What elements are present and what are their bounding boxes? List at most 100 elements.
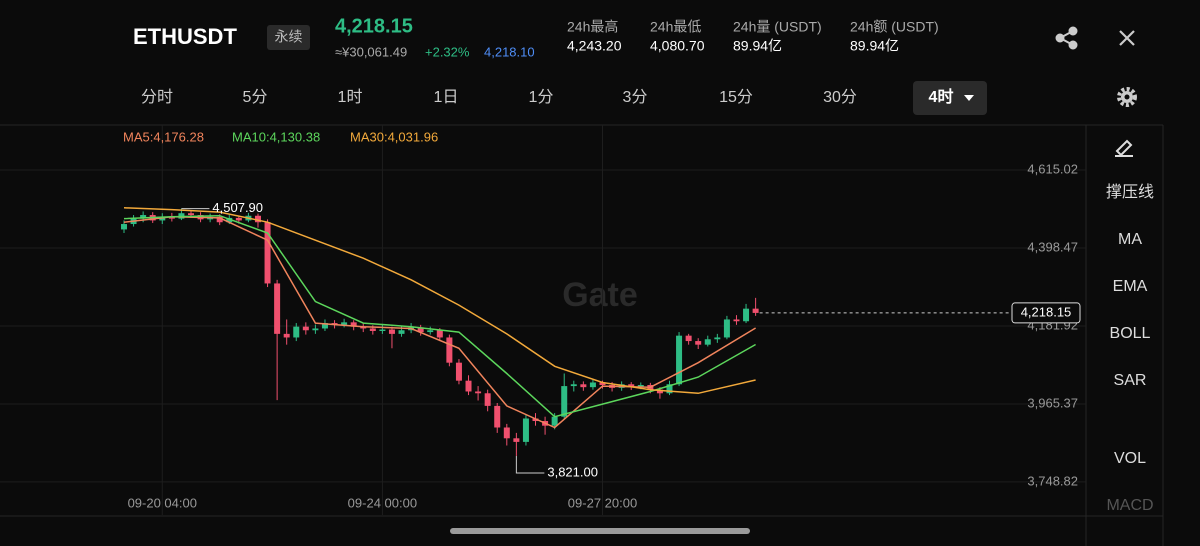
candle-body xyxy=(465,380,472,392)
active-tab[interactable]: 4时 xyxy=(929,88,954,106)
active-tab-bg[interactable] xyxy=(913,81,987,115)
candle-body xyxy=(226,217,233,223)
interval-tab[interactable]: 1日 xyxy=(434,89,459,106)
candle-body xyxy=(743,308,750,322)
candle-body xyxy=(369,328,376,331)
cny-price: ≈¥30,061.49 xyxy=(335,44,407,59)
ma-line xyxy=(123,216,756,429)
candle-body xyxy=(360,326,367,329)
candle-body xyxy=(522,418,529,442)
candle-body xyxy=(513,438,520,442)
x-tick-label: 09-27 20:00 xyxy=(568,495,637,510)
candle-body xyxy=(580,384,587,388)
indicator-button[interactable]: 撑压线 xyxy=(1106,183,1154,201)
candle-body xyxy=(293,326,300,338)
y-tick-label: 3,965.37 xyxy=(1027,395,1078,410)
interval-tab[interactable]: 分时 xyxy=(141,88,173,106)
extreme-label: 3,821.00 xyxy=(547,464,598,479)
candle-body xyxy=(628,384,635,388)
candle-body xyxy=(427,330,434,333)
y-tick-label: 3,748.82 xyxy=(1027,473,1078,488)
candle-body xyxy=(436,330,443,338)
symbol[interactable]: ETHUSDT xyxy=(133,24,237,49)
candle-body xyxy=(752,308,759,313)
indicator-button[interactable]: EMA xyxy=(1113,278,1148,295)
candle-body xyxy=(283,333,290,338)
candle-body xyxy=(599,382,606,385)
contract-badge xyxy=(267,25,310,50)
candle-body xyxy=(417,327,424,333)
candle-body xyxy=(561,386,568,417)
close-icon[interactable] xyxy=(1119,30,1135,46)
candle-body xyxy=(551,416,558,426)
indicator-button[interactable]: VOL xyxy=(1114,450,1146,467)
interval-tab[interactable]: 30分 xyxy=(823,88,857,106)
candle-body xyxy=(216,216,223,223)
interval-tab[interactable]: 1时 xyxy=(338,88,363,106)
candle-body xyxy=(341,322,348,325)
candle-body xyxy=(723,319,730,338)
settings-icon[interactable] xyxy=(1117,87,1137,107)
candle-body xyxy=(494,405,501,428)
legend-entry: MA5:4,176.28 xyxy=(123,129,204,144)
legend-entry: MA30:4,031.96 xyxy=(350,129,438,144)
watermark: Gate xyxy=(562,276,638,314)
candle-body xyxy=(302,326,309,331)
stat-value: 4,080.70 xyxy=(650,38,705,54)
extreme-label: 4,507.90 xyxy=(212,200,263,215)
contract: 永续 xyxy=(275,29,303,45)
candle-body xyxy=(446,337,453,363)
candle-body xyxy=(570,384,577,387)
candle-body xyxy=(637,385,644,388)
candle-body xyxy=(475,391,482,394)
interval-tab[interactable]: 15分 xyxy=(719,88,753,106)
stat-value: 89.94亿 xyxy=(733,38,782,54)
indicator-button[interactable]: MACD xyxy=(1106,497,1153,514)
candle-body xyxy=(350,322,357,327)
candle-body xyxy=(455,362,462,381)
indicator-button[interactable]: SAR xyxy=(1114,372,1147,389)
y-tick-label: 4,615.02 xyxy=(1027,161,1078,176)
indicator-button[interactable]: MA xyxy=(1118,231,1142,248)
x-tick-label: 09-20 04:00 xyxy=(128,495,197,510)
indicator-button[interactable]: BOLL xyxy=(1110,325,1151,342)
candle-body xyxy=(714,337,721,340)
candle-body xyxy=(503,427,510,439)
share-icon[interactable] xyxy=(1055,26,1078,50)
interval-tab[interactable]: 1分 xyxy=(529,88,554,106)
candle-body xyxy=(532,418,539,422)
candle-body xyxy=(264,222,271,284)
candle-body xyxy=(140,215,147,219)
draw-tool-icon[interactable] xyxy=(1115,139,1133,157)
candle-body xyxy=(168,216,175,219)
candle-body xyxy=(321,323,328,329)
candle-body xyxy=(254,215,261,223)
last-price-tag xyxy=(1011,302,1081,324)
candle-body xyxy=(666,384,673,394)
stat-label: 24h额 (USDT) xyxy=(850,19,939,35)
stat-value: 4,243.20 xyxy=(567,38,622,54)
candle-body xyxy=(704,339,711,345)
y-tick-label: 4,398.47 xyxy=(1027,239,1078,254)
interval-tab[interactable]: 5分 xyxy=(243,88,268,106)
ma-line xyxy=(123,214,756,418)
stat-label: 24h量 (USDT) xyxy=(733,19,822,35)
x-tick-label: 09-24 00:00 xyxy=(348,495,417,510)
change: +2.32% xyxy=(425,44,470,59)
candle-body xyxy=(685,335,692,342)
interval-tab[interactable]: 3分 xyxy=(623,88,648,106)
price: 4,218.15 xyxy=(335,15,413,37)
candle-body xyxy=(121,224,127,230)
candle-body xyxy=(398,330,405,334)
dropdown-arrow xyxy=(964,95,974,101)
stat-value: 89.94亿 xyxy=(850,38,899,54)
ma-line xyxy=(123,207,756,395)
candle-body xyxy=(379,329,386,331)
candle-body xyxy=(274,283,281,334)
extreme-marker xyxy=(515,455,545,474)
candle-body xyxy=(235,217,242,221)
stat-label: 24h最低 xyxy=(650,19,701,35)
mark-price: 4,218.10 xyxy=(484,44,535,59)
